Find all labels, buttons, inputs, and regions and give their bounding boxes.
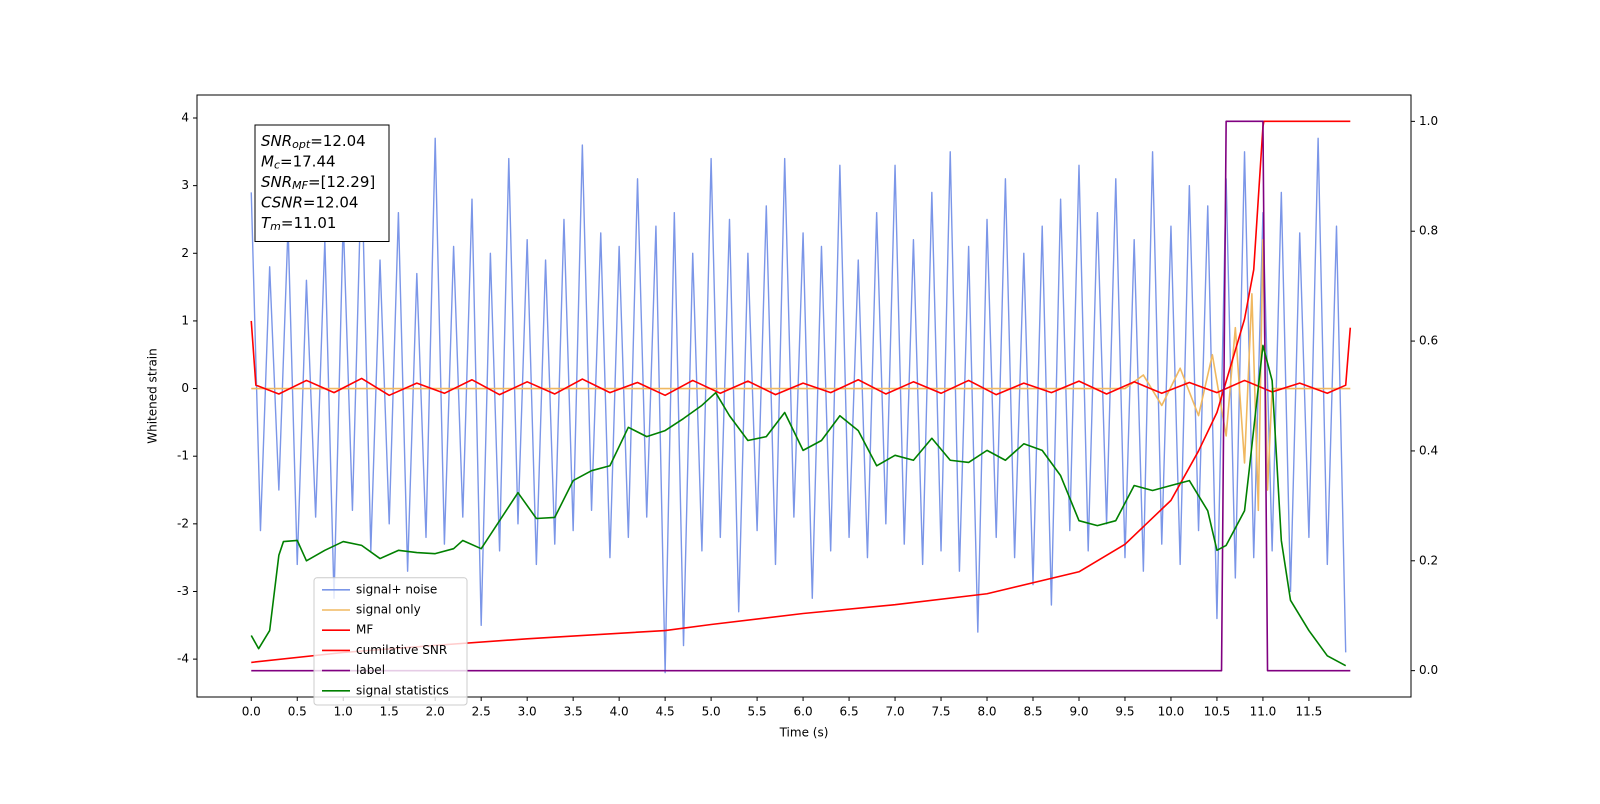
y2-tick-label: 1.0 — [1419, 114, 1438, 128]
x-tick-label: 2.0 — [426, 705, 445, 719]
y-tick-label: -1 — [177, 449, 189, 463]
legend-label: MF — [356, 623, 373, 637]
x-tick-label: 7.0 — [886, 705, 905, 719]
y-tick-label: -3 — [177, 584, 189, 598]
legend-label: label — [356, 663, 385, 677]
plot-frame — [196, 94, 1412, 698]
annotation: Mc=17.44 — [261, 152, 336, 172]
x-tick-label: 7.5 — [931, 705, 950, 719]
x-axis-label: Time (s) — [779, 726, 829, 740]
x-tick-label: 9.5 — [1115, 705, 1134, 719]
y2-tick-label: 0.8 — [1419, 224, 1438, 238]
series-line — [250, 344, 1347, 667]
x-tick-label: 6.0 — [794, 705, 813, 719]
x-tick-label: 3.5 — [564, 705, 583, 719]
y2-tick-label: 0.0 — [1419, 663, 1438, 677]
series-line — [250, 320, 1352, 397]
annotation-sub: MF — [292, 179, 308, 192]
x-tick-label: 6.5 — [840, 705, 859, 719]
x-tick-label: 5.0 — [702, 705, 721, 719]
x-tick-label: 2.5 — [472, 705, 491, 719]
annotation-sub: opt — [292, 138, 311, 151]
x-tick-label: 5.5 — [748, 705, 767, 719]
y-tick-label: 0 — [181, 381, 189, 395]
x-tick-label: 11.5 — [1296, 705, 1323, 719]
x-tick-label: 8.0 — [977, 705, 996, 719]
annotation-name: T — [261, 214, 272, 232]
annotation-sub: c — [274, 159, 280, 172]
x-tick-label: 1.0 — [334, 705, 353, 719]
x-tick-label: 3.0 — [518, 705, 537, 719]
y2-tick-label: 0.4 — [1419, 443, 1438, 457]
annotation-name: SNR — [261, 132, 292, 150]
annotation-text: =17.44 — [280, 152, 336, 170]
annotation-name: SNR — [261, 173, 292, 191]
y-tick-label: 3 — [181, 178, 189, 192]
legend-label: signal+ noise — [356, 582, 437, 596]
x-tick-label: 11.0 — [1250, 705, 1277, 719]
annotation-text: =12.04 — [303, 193, 359, 211]
y-tick-label: -2 — [177, 516, 189, 530]
y2-tick-label: 0.6 — [1419, 334, 1438, 348]
y-tick-label: 4 — [181, 110, 189, 124]
x-tick-label: 10.5 — [1204, 705, 1231, 719]
y-tick-label: 1 — [181, 313, 189, 327]
annotation-name: M — [261, 152, 274, 170]
plot-lines — [250, 120, 1352, 674]
legend-box — [313, 577, 468, 706]
x-tick-label: 4.5 — [656, 705, 675, 719]
annotation-text: =11.01 — [281, 214, 337, 232]
annotation-text: =12.04 — [310, 132, 366, 150]
y-tick-label: -4 — [177, 652, 189, 666]
annotation: SNRopt=12.04 — [261, 132, 366, 152]
legend-label: signal statistics — [356, 683, 449, 697]
x-tick-label: 0.0 — [242, 705, 261, 719]
annotation: Tm=11.01 — [261, 214, 336, 234]
y-tick-label: 2 — [181, 246, 189, 260]
legend-label: cumilative SNR — [356, 643, 447, 657]
x-tick-label: 0.5 — [288, 705, 307, 719]
x-tick-label: 10.0 — [1158, 705, 1185, 719]
annotation-name: CSNR — [261, 193, 303, 211]
legend-label: signal only — [356, 603, 421, 617]
series-line — [250, 137, 1347, 674]
x-tick-label: 4.0 — [610, 705, 629, 719]
annotation: SNRMF=[12.29] — [261, 173, 375, 193]
series-line — [251, 120, 1351, 664]
y2-tick-label: 0.2 — [1419, 553, 1438, 567]
annotation-box — [254, 124, 390, 242]
annotation: CSNR=12.04 — [261, 193, 358, 211]
x-tick-label: 1.5 — [380, 705, 399, 719]
series-line — [251, 120, 1351, 672]
annotation-text: =[12.29] — [308, 173, 375, 191]
x-tick-label: 8.5 — [1023, 705, 1042, 719]
annotation-sub: m — [270, 220, 281, 233]
y-axis-label: Whitened strain — [146, 348, 160, 444]
x-tick-label: 9.0 — [1069, 705, 1088, 719]
